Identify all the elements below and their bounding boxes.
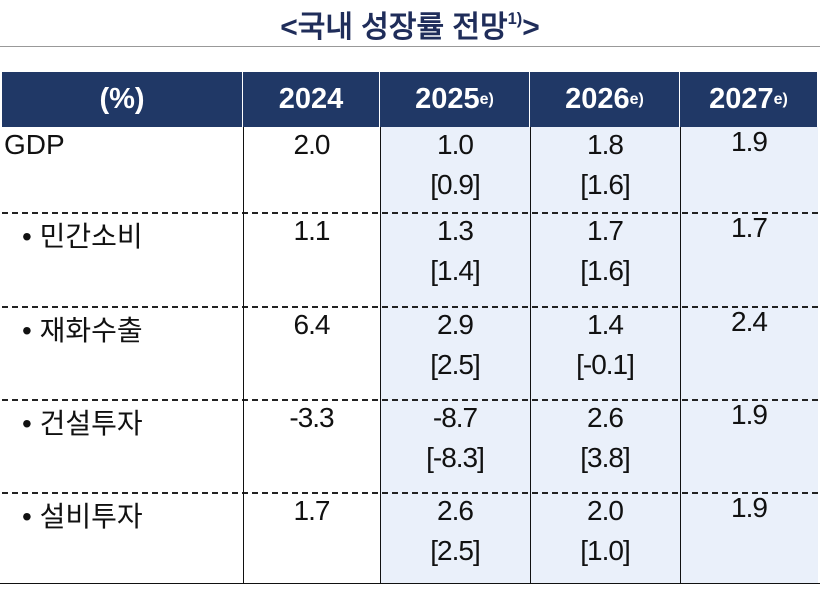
header-text: 2027 bbox=[709, 83, 774, 115]
row-label: • 건설투자 bbox=[22, 408, 143, 439]
value: 2.0 bbox=[587, 495, 624, 526]
header-cell: 2027 e) bbox=[680, 72, 818, 127]
value: -8.7 bbox=[432, 402, 478, 433]
header-text: 2026 bbox=[565, 83, 630, 115]
header-note: e) bbox=[479, 90, 494, 108]
value: 1.9 bbox=[731, 399, 768, 430]
header-text: 2025 bbox=[415, 83, 480, 115]
header-cell: (%) bbox=[2, 72, 243, 127]
title: <국내 성장률 전망1)> bbox=[0, 2, 820, 46]
row-separator bbox=[2, 399, 818, 401]
title-close: > bbox=[522, 11, 540, 44]
column-line bbox=[530, 127, 531, 583]
header-cell: 2025 e) bbox=[380, 72, 530, 127]
column-line bbox=[680, 127, 681, 583]
header-text: 2024 bbox=[278, 83, 344, 115]
column-line bbox=[243, 127, 244, 583]
row-separator bbox=[2, 212, 818, 214]
value: 1.7 bbox=[587, 215, 624, 246]
title-note: 1) bbox=[507, 9, 523, 28]
prior-value: [-8.3] bbox=[426, 442, 485, 473]
column-line bbox=[380, 127, 381, 583]
value: 1.0 bbox=[437, 129, 474, 160]
prior-value: [3.8] bbox=[580, 442, 630, 473]
value: 1.8 bbox=[587, 129, 624, 160]
prior-value: [2.5] bbox=[430, 349, 480, 380]
value: 1.4 bbox=[587, 309, 624, 340]
bottom-border bbox=[0, 583, 820, 584]
value: 1.7 bbox=[293, 495, 331, 526]
value: 6.4 bbox=[293, 309, 331, 340]
header-cell: 2026 e) bbox=[530, 72, 680, 127]
value: 2.9 bbox=[437, 309, 474, 340]
value: 2.4 bbox=[731, 306, 768, 337]
value: 1.7 bbox=[731, 212, 768, 243]
row-label: GDP bbox=[4, 129, 65, 160]
value: 2.0 bbox=[293, 129, 331, 160]
prior-value: [1.6] bbox=[580, 255, 630, 286]
value: 1.9 bbox=[731, 492, 768, 523]
prior-value: [1.0] bbox=[580, 535, 630, 566]
prior-value: [-0.1] bbox=[576, 349, 635, 380]
header-cell: 2024 bbox=[243, 72, 380, 127]
row-label: • 설비투자 bbox=[22, 501, 143, 532]
row-label: • 재화수출 bbox=[22, 315, 143, 346]
value: -3.3 bbox=[289, 402, 334, 433]
row-separator bbox=[2, 492, 818, 494]
value: 2.6 bbox=[587, 402, 624, 433]
header-note: e) bbox=[773, 90, 788, 108]
prior-value: [1.4] bbox=[430, 255, 480, 286]
title-text: <국내 성장률 전망 bbox=[280, 11, 508, 44]
value: 1.9 bbox=[731, 126, 768, 157]
title-rule bbox=[0, 46, 820, 47]
value: 2.6 bbox=[437, 495, 474, 526]
shaded-columns bbox=[380, 127, 818, 583]
prior-value: [2.5] bbox=[430, 535, 480, 566]
header-note: e) bbox=[629, 90, 644, 108]
header-text: (%) bbox=[99, 83, 145, 115]
value: 1.3 bbox=[437, 215, 474, 246]
row-label: • 민간소비 bbox=[22, 221, 143, 252]
value: 1.1 bbox=[293, 215, 331, 246]
prior-value: [0.9] bbox=[430, 169, 480, 200]
row-separator bbox=[2, 306, 818, 308]
prior-value: [1.6] bbox=[580, 169, 630, 200]
